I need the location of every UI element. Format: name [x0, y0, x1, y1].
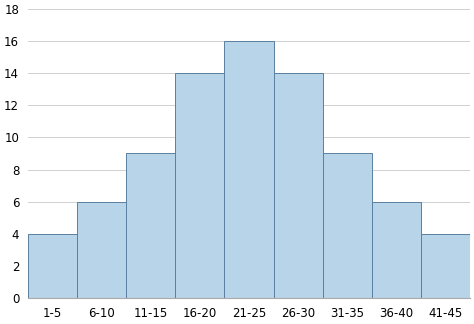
Bar — [421, 234, 470, 298]
Bar — [225, 41, 273, 298]
Bar — [28, 234, 77, 298]
Bar — [127, 154, 175, 298]
Bar — [175, 73, 225, 298]
Bar — [77, 202, 127, 298]
Bar — [273, 73, 323, 298]
Bar — [323, 154, 372, 298]
Bar — [372, 202, 421, 298]
